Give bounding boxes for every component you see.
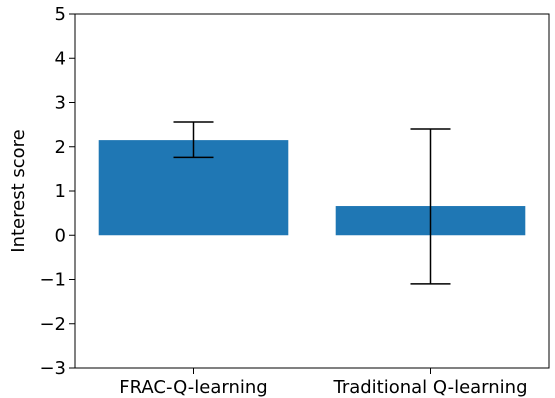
y-tick-label: −1 bbox=[39, 270, 66, 291]
x-tick-label: Traditional Q-learning bbox=[332, 377, 527, 398]
x-axis: FRAC-Q-learning Traditional Q-learning bbox=[119, 368, 528, 398]
x-tick-label: FRAC-Q-learning bbox=[119, 377, 267, 398]
y-axis: −3 −2 −1 0 1 2 3 4 5 bbox=[39, 4, 75, 379]
y-tick-label: −3 bbox=[39, 358, 66, 379]
errorbars-group bbox=[173, 121, 451, 285]
bars-group bbox=[98, 140, 526, 236]
y-tick-label: −2 bbox=[39, 314, 66, 335]
y-tick-label: 3 bbox=[55, 93, 66, 114]
y-axis-label: Interest score bbox=[8, 129, 29, 252]
y-tick-label: 5 bbox=[55, 4, 66, 25]
y-tick-label: 4 bbox=[55, 48, 66, 69]
y-tick-label: 1 bbox=[55, 181, 66, 202]
y-tick-label: 0 bbox=[55, 225, 66, 246]
y-tick-label: 2 bbox=[55, 137, 66, 158]
